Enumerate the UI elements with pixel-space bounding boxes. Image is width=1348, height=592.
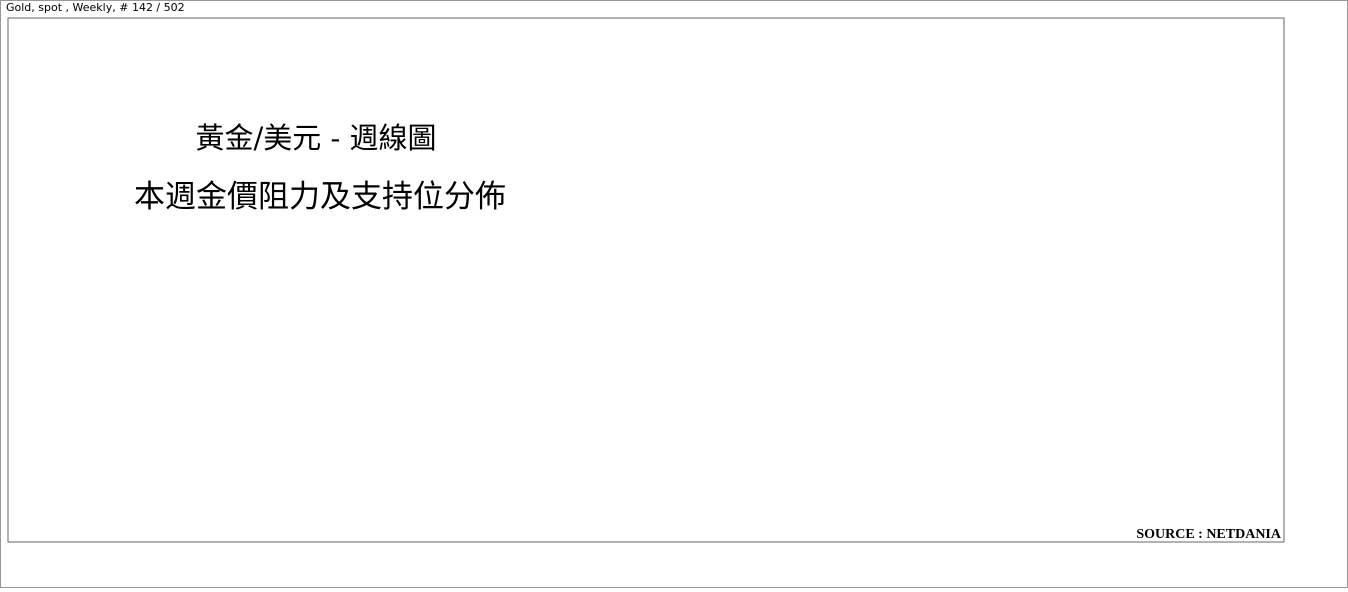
plot-area bbox=[7, 17, 1285, 543]
header: Gold, spot , Weekly, # 142 / 502 bbox=[6, 1, 185, 14]
chart-title: 黃金/美元 - 週線圖 bbox=[195, 121, 436, 155]
source: SOURCE : NETDANIA bbox=[1136, 527, 1282, 542]
chart-subtitle: 本週金價阻力及支持位分佈 bbox=[134, 179, 506, 215]
